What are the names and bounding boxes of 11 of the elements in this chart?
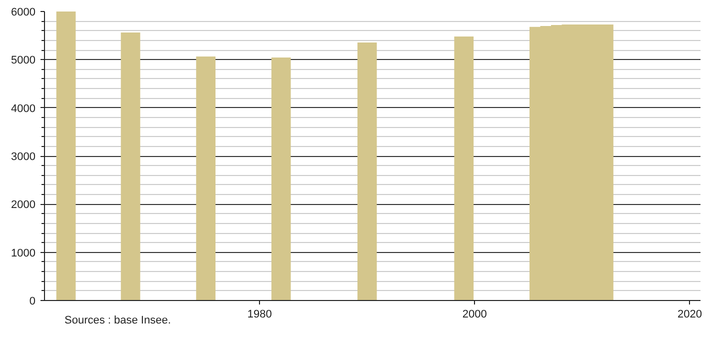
x-tick-label: 1980 — [247, 308, 272, 320]
x-tick-label: 2020 — [678, 308, 702, 320]
y-tick-label: 4000 — [11, 102, 36, 115]
y-tick-label: 2000 — [11, 199, 36, 212]
y-tick-label: 3000 — [11, 151, 36, 163]
y-tick-label: 1000 — [11, 247, 36, 260]
y-tick-label: 5000 — [11, 54, 36, 67]
source-note: Sources : base Insee. — [64, 314, 171, 326]
y-tick-label: 6000 — [11, 6, 36, 18]
y-tick-label: 0 — [29, 296, 36, 308]
x-tick-label: 2000 — [462, 308, 487, 320]
